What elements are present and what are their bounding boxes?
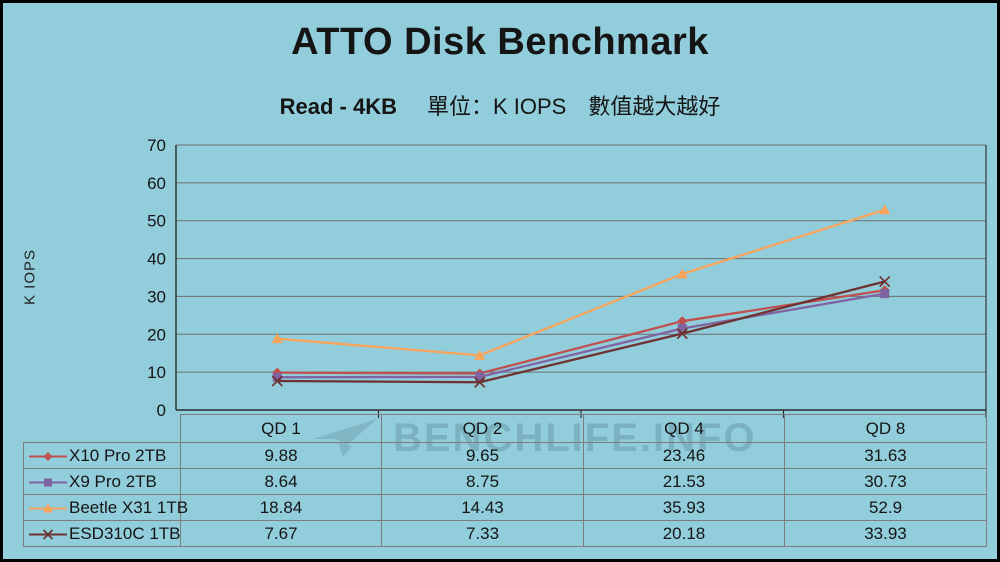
subtitle-metric: Read - 4KB (279, 94, 397, 119)
square-marker (272, 372, 282, 382)
value-cell-esd310c-1tb-qd-2: 7.33 (381, 520, 584, 547)
column-header-qd-2: QD 2 (381, 414, 584, 443)
column-header-qd-1: QD 1 (180, 414, 382, 443)
y-tick-label: 60 (147, 174, 166, 193)
subtitle-note: 單位：K IOPS 數值越大越好 (427, 94, 721, 119)
square-marker (475, 372, 485, 382)
value-cell-esd310c-1tb-qd-4: 20.18 (583, 520, 785, 547)
triangle-legend-icon (29, 503, 67, 512)
value-cell-x10-pro-2tb-qd-1: 9.88 (180, 442, 382, 469)
triangle-marker (676, 268, 688, 279)
value-cell-esd310c-1tb-qd-1: 7.67 (180, 520, 382, 547)
value-cell-x10-pro-2tb-qd-8: 31.63 (784, 442, 987, 469)
y-tick-label: 0 (157, 401, 166, 420)
column-header-qd-4: QD 4 (583, 414, 785, 443)
triangle-marker (43, 503, 53, 512)
table-row-x9-pro-2tb: X9 Pro 2TB 8.64 8.75 21.53 30.73 (23, 468, 987, 495)
table-header-row: QD 1 QD 2 QD 4 QD 8 (24, 414, 987, 443)
series-label: Beetle X31 1TB (69, 497, 189, 517)
series-line-esd310c-1tb (277, 280, 886, 384)
page-title: ATTO Disk Benchmark (291, 21, 709, 63)
legend-cell-x9-pro-2tb: X9 Pro 2TB (23, 468, 181, 495)
series-line-x10-pro-2tb (277, 289, 885, 375)
value-cell-beetle-x31-1tb-qd-4: 35.93 (583, 494, 785, 521)
x-marker (42, 528, 54, 540)
y-tick-label: 50 (147, 212, 166, 231)
series-line-x9-pro-2tb (277, 292, 885, 379)
diamond-marker (43, 451, 53, 461)
y-tick-label: 30 (147, 287, 166, 306)
y-tick-label: 40 (147, 250, 166, 269)
triangle-marker (879, 204, 891, 215)
diamond-marker (677, 316, 688, 327)
value-cell-beetle-x31-1tb-qd-8: 52.9 (784, 494, 987, 521)
value-cell-x9-pro-2tb-qd-2: 8.75 (381, 468, 584, 495)
x-marker (474, 376, 486, 388)
value-cell-beetle-x31-1tb-qd-1: 18.84 (180, 494, 382, 521)
table-row-beetle-x31-1tb: Beetle X31 1TB 18.84 14.43 35.93 52.9 (23, 494, 987, 521)
legend-cell-beetle-x31-1tb: Beetle X31 1TB (23, 494, 188, 521)
value-cell-esd310c-1tb-qd-8: 33.93 (784, 520, 987, 547)
table-row-esd310c-1tb: ESD310C 1TB 7.67 7.33 20.18 33.93 (23, 520, 987, 547)
x-marker (271, 375, 283, 387)
square-marker (677, 323, 687, 333)
y-tick-label: 10 (147, 363, 166, 382)
table-corner-blank (24, 415, 181, 443)
legend-cell-x10-pro-2tb: X10 Pro 2TB (23, 442, 181, 469)
legend-cell-esd310c-1tb: ESD310C 1TB (23, 520, 181, 547)
data-table: QD 1 QD 2 QD 4 QD 8 X10 Pro 2TB 9.88 9.65 23.46… (23, 414, 987, 547)
series-label: X10 Pro 2TB (69, 445, 167, 465)
square-marker (880, 289, 890, 299)
table-row-x10-pro-2tb: X10 Pro 2TB 9.88 9.65 23.46 31.63 (23, 442, 987, 469)
value-cell-beetle-x31-1tb-qd-2: 14.43 (381, 494, 584, 521)
value-cell-x9-pro-2tb-qd-1: 8.64 (180, 468, 382, 495)
value-cell-x9-pro-2tb-qd-4: 21.53 (583, 468, 785, 495)
x-marker (879, 275, 891, 288)
series-label: ESD310C 1TB (69, 523, 181, 543)
square-marker (44, 478, 52, 486)
line-chart: 0 10 20 30 40 50 60 70 (147, 136, 987, 420)
column-header-qd-8: QD 8 (784, 414, 987, 443)
value-cell-x9-pro-2tb-qd-8: 30.73 (784, 468, 987, 495)
value-cell-x10-pro-2tb-qd-2: 9.65 (381, 442, 584, 469)
chart-subtitle: Read - 4KB 單位：K IOPS 數值越大越好 (3, 89, 997, 121)
x-marker (676, 328, 688, 340)
diamond-legend-icon (29, 451, 67, 461)
value-cell-x10-pro-2tb-qd-4: 23.46 (583, 442, 785, 469)
triangle-marker (474, 349, 486, 360)
series-line-beetle-x31-1tb (277, 208, 886, 357)
triangle-marker (271, 333, 283, 344)
series-label: X9 Pro 2TB (69, 471, 157, 491)
y-tick-label: 70 (147, 136, 166, 155)
y-tick-label: 20 (147, 325, 166, 344)
x-legend-icon (29, 528, 67, 540)
square-legend-icon (29, 478, 67, 486)
